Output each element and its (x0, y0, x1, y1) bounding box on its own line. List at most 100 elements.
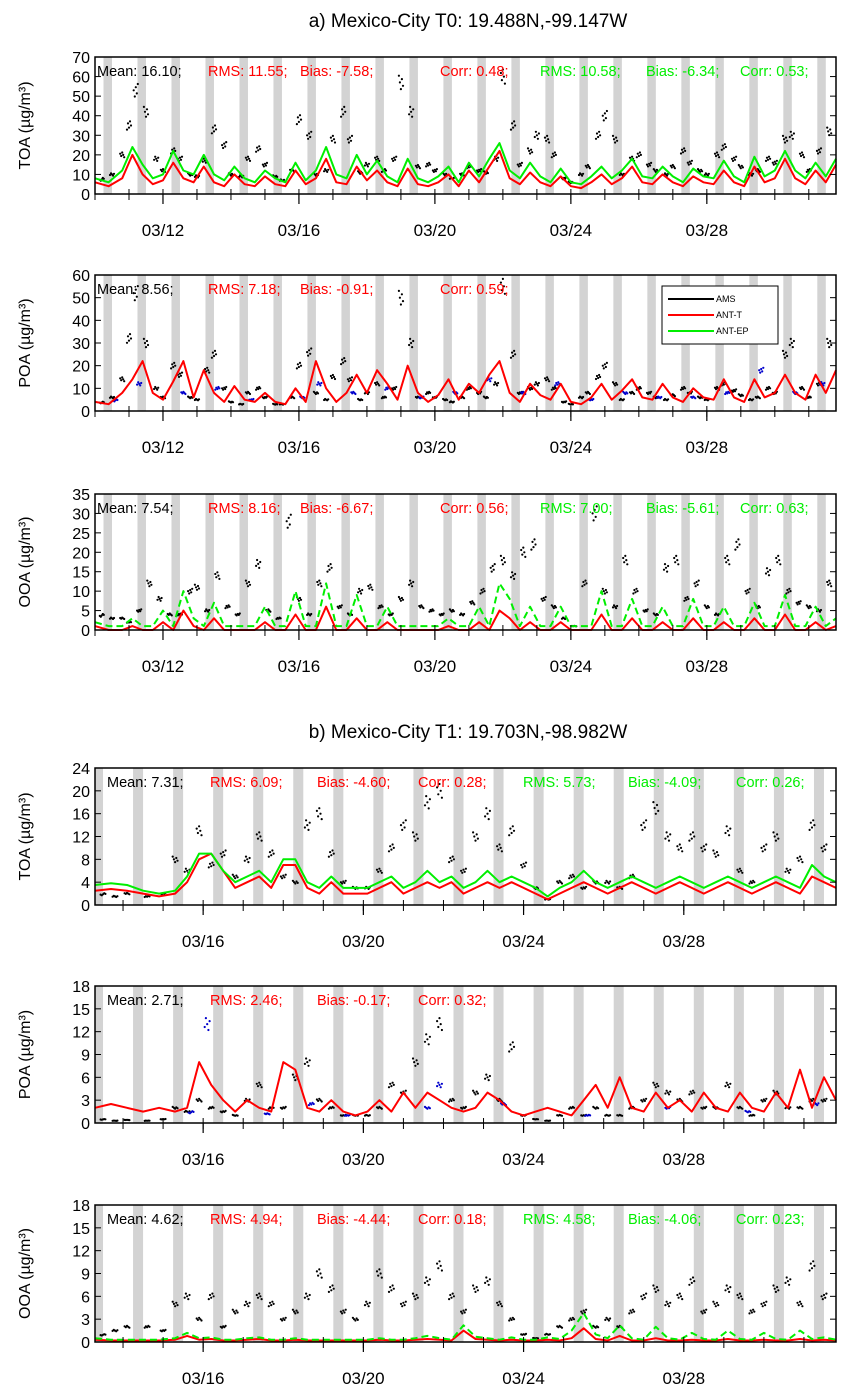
data-point (308, 132, 311, 135)
data-point (426, 801, 429, 804)
data-point (282, 178, 286, 181)
data-point (611, 134, 615, 137)
night-band (579, 275, 588, 411)
data-point (524, 861, 528, 864)
night-band (293, 1205, 304, 1342)
data-point (200, 1319, 203, 1322)
data-point (740, 869, 743, 872)
data-point (363, 392, 366, 395)
data-point (796, 603, 799, 606)
data-point (739, 167, 742, 170)
data-point (225, 385, 228, 389)
data-point (724, 1289, 727, 1292)
data-point (541, 599, 544, 602)
data-point (521, 392, 524, 395)
data-point (830, 585, 833, 588)
x-tick-label: 03/16 (278, 438, 321, 457)
night-band (647, 275, 656, 411)
x-tick-label: 03/20 (414, 221, 457, 240)
data-point (601, 114, 604, 117)
data-point (413, 1295, 416, 1298)
data-point (386, 387, 389, 391)
data-point (207, 1028, 210, 1032)
data-point (649, 392, 652, 395)
data-point (332, 1106, 335, 1109)
data-point (348, 136, 351, 139)
data-point (776, 1286, 779, 1289)
data-point (367, 584, 370, 588)
data-point (129, 124, 133, 127)
y-tick-label: 9 (81, 1267, 90, 1284)
data-point (726, 1287, 730, 1290)
data-point (769, 157, 772, 160)
series-ant-ep (94, 142, 837, 186)
data-point (375, 383, 378, 386)
data-point (475, 1090, 478, 1093)
data-point (387, 1086, 391, 1089)
data-point (602, 119, 605, 122)
data-point (220, 855, 224, 858)
data-point (509, 128, 513, 131)
data-point (520, 548, 523, 552)
data-point (339, 1310, 342, 1313)
night-band (579, 57, 588, 194)
data-point (390, 848, 393, 851)
data-point (714, 855, 717, 858)
data-point (248, 159, 252, 162)
data-point (616, 604, 619, 608)
data-point (680, 148, 684, 151)
data-point (293, 1310, 296, 1313)
data-point (384, 169, 388, 172)
night-band (533, 1205, 544, 1342)
data-point (802, 156, 806, 159)
data-point (247, 580, 251, 584)
data-point (785, 592, 788, 595)
night-band (783, 494, 792, 630)
data-point (142, 337, 145, 340)
night-band (443, 57, 452, 194)
data-point (181, 392, 184, 395)
data-point (189, 174, 192, 177)
night-band (511, 494, 520, 630)
data-point (399, 1302, 403, 1305)
data-point (722, 383, 725, 386)
data-point (122, 153, 125, 156)
data-point (799, 387, 803, 391)
data-point (729, 827, 732, 830)
data-point (589, 1114, 592, 1117)
data-point (646, 608, 649, 611)
data-point (519, 164, 523, 167)
data-point (762, 366, 765, 369)
night-band (493, 986, 504, 1123)
data-point (548, 380, 551, 383)
data-point (472, 831, 475, 834)
y-tick-label: 18 (72, 1198, 90, 1215)
data-point (633, 588, 636, 592)
data-point (769, 387, 772, 390)
data-point (537, 381, 541, 385)
data-point (789, 337, 792, 340)
data-point (344, 1308, 347, 1311)
data-point (271, 849, 274, 852)
data-point (510, 571, 514, 574)
data-point (294, 1312, 297, 1315)
night-band (653, 1205, 664, 1342)
data-point (154, 155, 157, 158)
data-point (200, 1100, 203, 1103)
data-point (436, 786, 439, 789)
data-point (156, 388, 159, 391)
data-point (142, 105, 145, 108)
data-point (257, 562, 260, 566)
data-point (425, 1033, 428, 1036)
data-point (196, 1099, 199, 1102)
data-point (196, 831, 199, 835)
data-point (772, 1284, 775, 1287)
data-point (824, 1099, 827, 1102)
night-band (545, 275, 554, 411)
data-point (488, 378, 491, 381)
data-point (607, 882, 611, 885)
data-point (712, 849, 715, 852)
series-ant-t (94, 852, 837, 901)
data-point (327, 1290, 330, 1293)
data-point (681, 387, 685, 391)
